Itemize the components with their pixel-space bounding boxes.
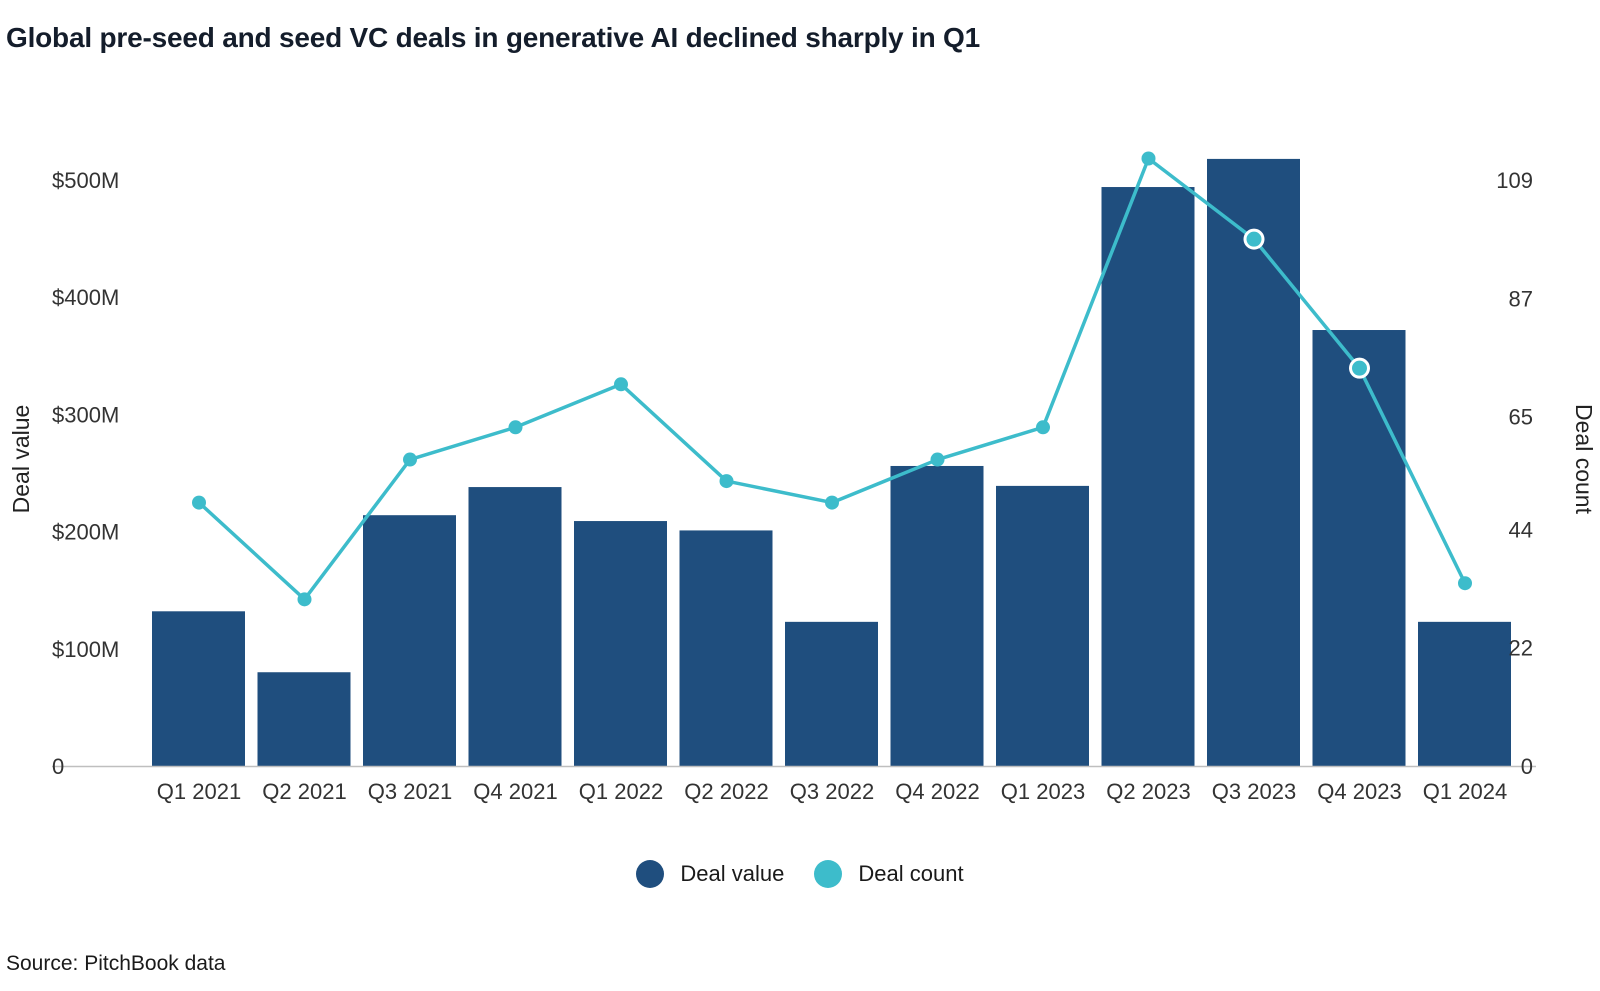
x-tick-label: Q4 2023 (1317, 779, 1401, 804)
legend-item-deal-value: Deal value (636, 860, 784, 888)
x-tick-label: Q4 2022 (895, 779, 979, 804)
source-note: Source: PitchBook data (6, 952, 226, 975)
bar-q4-2021 (468, 487, 562, 766)
chart-title: Global pre-seed and seed VC deals in gen… (6, 22, 981, 53)
point-q1-2023 (1036, 420, 1050, 435)
right-tick-label: 22 (1509, 636, 1533, 661)
right-tick-label: 44 (1509, 517, 1533, 542)
bar-q3-2021 (363, 515, 456, 766)
bar-q3-2022 (785, 621, 878, 766)
left-axis-title: Deal value (8, 405, 34, 514)
left-tick-label: $400M (52, 285, 119, 310)
right-tick-label: 65 (1509, 405, 1533, 430)
right-tick-label: 87 (1509, 286, 1533, 311)
line-group (192, 151, 1472, 607)
legend-swatch-deal-value (636, 860, 665, 888)
legend-label-deal-count: Deal count (858, 861, 964, 886)
left-tick-label: $200M (52, 520, 119, 545)
legend-item-deal-count: Deal count (814, 860, 964, 888)
point-q2-2021 (297, 592, 312, 607)
bar-q4-2022 (890, 465, 984, 766)
x-tick-label: Q2 2021 (262, 779, 346, 804)
bar-q1-2022 (574, 521, 667, 766)
left-tick-label: 0 (52, 754, 64, 779)
point-q4-2021 (508, 420, 523, 435)
bar-q1-2024 (1418, 621, 1511, 766)
point-q3-2021 (403, 452, 417, 467)
x-tick-label: Q2 2023 (1106, 779, 1190, 804)
point-q2-2022 (719, 474, 734, 489)
x-tick-label: Q3 2022 (790, 779, 874, 804)
bar-q2-2022 (679, 530, 773, 766)
point-q1-2021 (192, 495, 206, 510)
point-q4-2022 (930, 452, 945, 467)
x-tick-label: Q1 2022 (579, 779, 663, 804)
right-axis-title: Deal count (1571, 404, 1597, 515)
legend-swatch-deal-count (814, 860, 843, 888)
bar-q1-2021 (152, 611, 245, 766)
point-q4-2023 (1349, 357, 1370, 379)
x-tick-label: Q2 2022 (684, 779, 768, 804)
right-tick-label: 0 (1521, 754, 1533, 779)
bars-group (152, 158, 1511, 767)
x-tick-label: Q1 2021 (157, 779, 241, 804)
left-tick-label: $100M (52, 637, 119, 662)
x-tick-label: Q3 2021 (368, 779, 452, 804)
legend: Deal value Deal count (0, 860, 1600, 888)
bar-q2-2023 (1101, 187, 1195, 767)
x-tick-label: Q3 2023 (1212, 779, 1296, 804)
legend-label-deal-value: Deal value (680, 861, 785, 886)
left-tick-label: $300M (52, 402, 119, 427)
point-q2-2023 (1141, 151, 1156, 166)
x-tick-label: Q1 2023 (1001, 779, 1085, 804)
point-q3-2022 (825, 495, 839, 510)
bar-q4-2023 (1312, 330, 1406, 766)
left-tick-label: $500M (52, 168, 119, 193)
x-tick-label: Q4 2021 (473, 779, 557, 804)
axes-group: 0 $100M $200M $300M $400M $500M 0 22 44 65 87 109 Q1… (8, 168, 1597, 804)
right-tick-label: 109 (1496, 168, 1533, 193)
bar-q1-2023 (996, 485, 1089, 766)
bar-q3-2023 (1207, 158, 1300, 767)
x-tick-label: Q1 2024 (1423, 779, 1507, 804)
point-q1-2022 (614, 377, 628, 392)
point-q1-2024 (1458, 576, 1472, 591)
point-q3-2023 (1243, 228, 1265, 250)
bar-q2-2021 (257, 672, 351, 766)
